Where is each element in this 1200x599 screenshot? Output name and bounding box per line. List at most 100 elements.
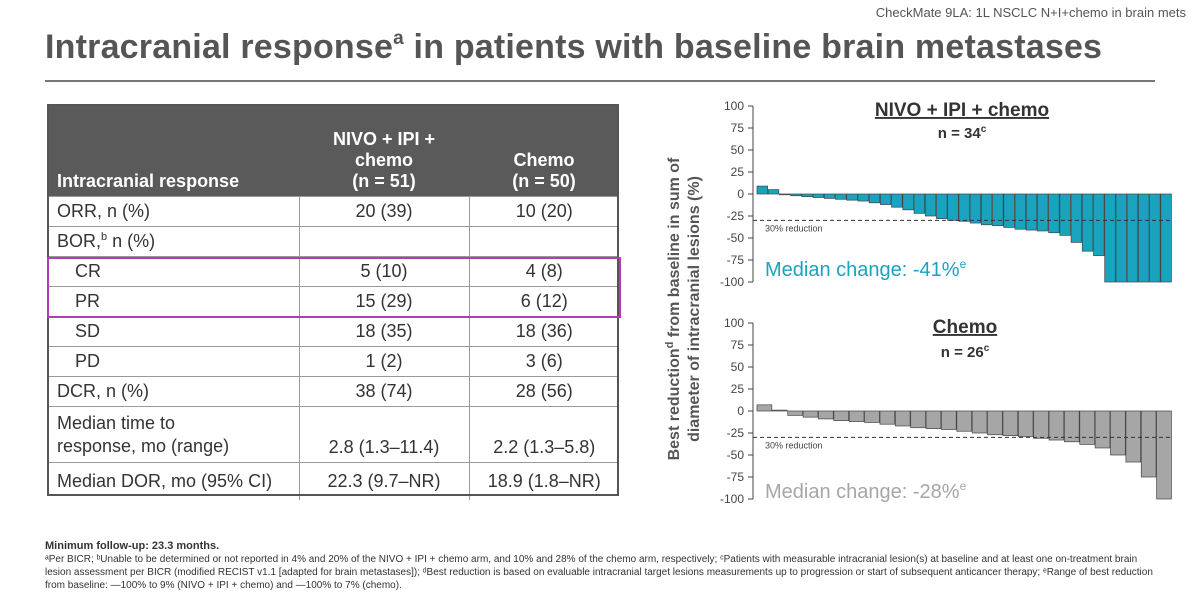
y-tick-label: 0	[737, 187, 744, 201]
bar	[1110, 410, 1126, 456]
bar	[779, 193, 791, 196]
bar	[846, 193, 858, 201]
row-label: Median DOR, mo (95% CI)	[47, 462, 300, 500]
bar	[1033, 410, 1049, 439]
row-label: PD	[47, 346, 300, 377]
cell-chemo: 18 (36)	[469, 316, 619, 347]
bar	[1156, 410, 1172, 500]
y-tick-label: -100	[720, 492, 744, 506]
bar	[802, 410, 819, 418]
bar	[891, 193, 903, 208]
cell-nivo: 18 (35)	[299, 316, 470, 347]
cell-chemo: 4 (8)	[469, 256, 619, 287]
bar	[971, 410, 988, 434]
row-label: ORR, n (%)	[47, 196, 300, 227]
bar	[1064, 410, 1080, 443]
table-row-bor: BOR,b n (%)	[47, 226, 619, 257]
study-tag: CheckMate 9LA: 1L NSCLC N+I+chemo in bra…	[875, 5, 1186, 20]
ttr-label-line2: response, mo (range)	[57, 435, 230, 456]
y-tick-label: -75	[727, 253, 745, 267]
y-tick-label: -75	[727, 470, 745, 484]
header-chemo-line1: Chemo	[513, 149, 575, 170]
median-change-label: Median change: -41%e	[765, 257, 967, 281]
n-label: n = 26c	[941, 343, 990, 361]
bar	[925, 410, 942, 429]
table-header-row: Intracranial response NIVO + IPI + chemo…	[47, 104, 619, 197]
bar	[1014, 193, 1026, 230]
bar	[1081, 193, 1094, 252]
bar	[868, 193, 881, 204]
bar	[879, 410, 896, 425]
min-followup: Minimum follow-up: 23.3 months.	[45, 540, 220, 552]
table-row-orr: ORR, n (%) 20 (39) 10 (20)	[47, 196, 619, 227]
bar	[857, 193, 869, 202]
bar	[801, 193, 813, 197]
bar	[864, 410, 880, 423]
cell-nivo	[299, 226, 470, 257]
cell-nivo: 38 (74)	[299, 376, 470, 407]
y-tick-label: 50	[731, 143, 745, 157]
bar	[772, 409, 788, 412]
header-chemo-line2: (n = 50)	[512, 170, 576, 191]
cell-chemo: 18.9 (1.8–NR)	[487, 470, 601, 491]
response-table: Intracranial response NIVO + IPI + chemo…	[47, 104, 619, 500]
table-row-pr: PR 15 (29) 6 (12)	[47, 286, 619, 317]
bar	[823, 193, 836, 199]
bar	[956, 410, 972, 432]
row-label: SD	[47, 316, 300, 347]
bar	[992, 193, 1004, 227]
bar	[848, 410, 865, 422]
bar	[1079, 410, 1095, 445]
y-axis-label-line1: Best reductiond from baseline in sum of	[664, 157, 683, 460]
header-nivo-line3: (n = 51)	[352, 170, 416, 191]
y-axis-label-line2: diameter of intracranial lesions (%)	[686, 176, 703, 442]
bar	[924, 193, 937, 217]
bar	[1104, 193, 1116, 283]
bar	[913, 193, 926, 214]
table-row-dor: Median DOR, mo (95% CI) 22.3 (9.7–NR) 18…	[47, 462, 619, 500]
slide-title: Intracranial responsea in patients with …	[45, 28, 1102, 67]
chart-title: NIVO + IPI + chemo	[875, 100, 1049, 121]
bar	[1137, 193, 1150, 283]
y-tick-label: -25	[727, 209, 745, 223]
cell-chemo	[469, 226, 619, 257]
y-tick-label: 25	[731, 382, 745, 396]
bar	[1160, 193, 1172, 283]
n-label: n = 34c	[938, 124, 987, 142]
header-chemo-arm: Chemo (n = 50)	[469, 104, 619, 197]
reference-label: 30% reduction	[765, 440, 823, 450]
bar	[941, 410, 957, 430]
bar	[1025, 193, 1038, 231]
y-tick-label: 25	[731, 165, 745, 179]
header-nivo-line1: NIVO + IPI +	[332, 128, 436, 149]
bar	[958, 193, 970, 222]
y-tick-label: 100	[724, 99, 744, 113]
bar	[835, 193, 847, 200]
table-row-dcr: DCR, n (%) 38 (74) 28 (56)	[47, 376, 619, 407]
y-tick-label: -50	[727, 231, 745, 245]
header-nivo-line2: chemo	[354, 149, 414, 170]
row-label: BOR,b n (%)	[47, 226, 300, 257]
bar	[1059, 193, 1071, 236]
cell-chemo: 3 (6)	[469, 346, 619, 377]
cell-nivo: 1 (2)	[299, 346, 470, 377]
y-tick-label: 75	[731, 338, 745, 352]
bar	[1037, 193, 1049, 232]
bar	[833, 410, 849, 422]
title-divider	[45, 80, 1155, 82]
header-nivo-arm: NIVO + IPI + chemo (n = 51)	[299, 104, 469, 197]
bar	[936, 193, 948, 219]
bar	[902, 193, 914, 211]
bar	[1149, 193, 1161, 283]
bar	[969, 193, 982, 224]
y-tick-label: -100	[720, 275, 744, 289]
ttr-label-line1: Median time to	[57, 412, 176, 433]
title-main: Intracranial response	[45, 28, 394, 66]
cell-chemo: 10 (20)	[469, 196, 619, 227]
bar	[818, 410, 834, 420]
bor-label-rest: n (%)	[107, 230, 156, 251]
bar	[894, 410, 911, 427]
chart-title: Chemo	[933, 317, 997, 338]
row-label: PR	[47, 286, 300, 317]
